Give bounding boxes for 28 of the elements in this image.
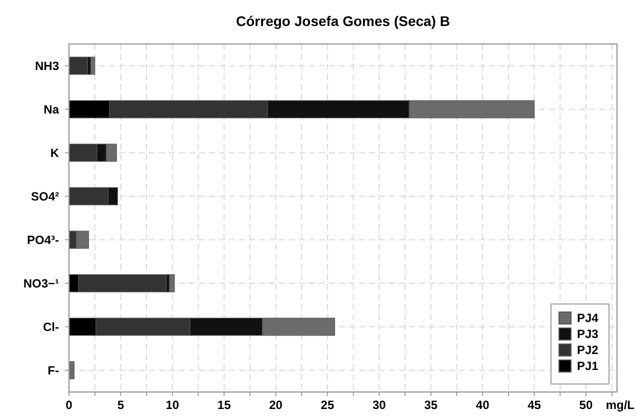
y-tick-label: NO3−¹ bbox=[23, 276, 59, 290]
x-tick-label: 45 bbox=[528, 398, 542, 412]
x-tick-label: 10 bbox=[166, 398, 180, 412]
legend-label: PJ3 bbox=[577, 327, 599, 342]
legend-label: PJ1 bbox=[577, 359, 599, 374]
bar bbox=[68, 56, 88, 75]
legend-label: PJ4 bbox=[577, 311, 599, 326]
y-tick-label: K bbox=[50, 146, 60, 160]
x-axis-title: mg/L bbox=[606, 398, 634, 412]
x-tick-label: 50 bbox=[579, 398, 593, 412]
x-tick-label: 20 bbox=[269, 398, 283, 412]
y-tick-label: Cl- bbox=[43, 320, 59, 334]
x-tick-label: 5 bbox=[117, 398, 124, 412]
bar bbox=[168, 274, 175, 292]
y-tick-label: F- bbox=[48, 363, 59, 378]
x-tick-label: 30 bbox=[372, 398, 386, 412]
x-tick-label: 35 bbox=[424, 398, 438, 412]
y-tick-label: NH3 bbox=[34, 58, 60, 73]
legend-label: PJ2 bbox=[577, 343, 599, 358]
x-tick-label: 15 bbox=[217, 398, 232, 412]
y-tick-label: Na bbox=[44, 102, 60, 116]
y-tick-label: SO4² bbox=[30, 189, 59, 204]
chart-title: Córrego Josefa Gomes (Seca) B bbox=[236, 13, 450, 29]
x-tick-label: 40 bbox=[476, 398, 490, 412]
y-tick-label: PO4³- bbox=[26, 232, 59, 247]
bar bbox=[90, 56, 96, 75]
x-tick-label: 0 bbox=[66, 398, 73, 412]
x-tick-label: 25 bbox=[320, 398, 334, 412]
